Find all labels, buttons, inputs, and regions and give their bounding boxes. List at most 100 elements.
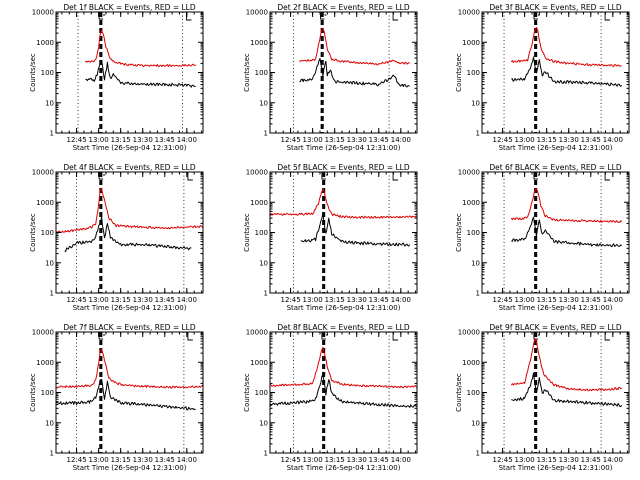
events-series-line [299,58,410,88]
x-tick-label: 13:45 [369,296,389,304]
chart-panel-4: 1 10 100 1000 10000 12:45 13:00 13:15 13:30 13:45… [29,163,204,312]
x-tick-label: 14:00 [177,296,197,304]
x-tick-label: 13:00 [303,456,323,464]
chart-title: Det 1f BLACK = Events, RED = LLD [63,3,196,12]
x-tick-label: 13:45 [369,456,389,464]
y-tick-label: 100 [255,69,268,77]
x-tick-label: 13:00 [89,456,109,464]
y-tick-label: 1000 [462,39,480,47]
x-tick-label: 14:00 [391,136,411,144]
x-tick-label: 13:30 [133,136,153,144]
x-tick-label: 13:15 [537,296,557,304]
y-tick-label: 10 [45,419,54,427]
y-tick-label: 1 [264,450,268,458]
y-tick-label: 10000 [32,329,54,337]
lld-series-line [510,188,622,223]
y-tick-label: 10 [471,99,480,107]
lld-series-line [510,26,622,67]
x-axis-label: Start Time (26-Sep-04 12:31:00) [73,144,187,152]
x-tick-label: 13:00 [515,136,535,144]
x-tick-label: 13:45 [581,456,601,464]
x-tick-label: 13:45 [581,296,601,304]
x-tick-label: 13:45 [369,136,389,144]
y-tick-label: 10000 [458,9,480,17]
chart-panel-9: 1 10 100 1000 10000 12:45 13:00 13:15 13:30 13:45… [455,323,630,472]
x-tick-label: 14:00 [391,456,411,464]
y-axis-label: Counts/sec [455,213,463,252]
y-tick-label: 10000 [458,169,480,177]
x-tick-label: 12:45 [280,456,300,464]
y-tick-label: 10000 [32,9,54,17]
chart-panel-5: 1 10 100 1000 10000 12:45 13:00 13:15 13:30 13:45… [243,163,418,312]
x-tick-label: 13:30 [347,136,367,144]
x-tick-label: 12:45 [66,456,86,464]
x-tick-label: 13:15 [325,456,345,464]
y-tick-label: 10000 [246,9,268,17]
x-tick-label: 12:45 [280,136,300,144]
y-tick-label: 10 [45,259,54,267]
x-tick-label: 13:00 [89,136,109,144]
x-tick-label: 13:15 [325,296,345,304]
x-tick-label: 13:15 [111,296,131,304]
lld-series-line [270,188,418,219]
y-axis-label: Counts/sec [243,213,251,252]
y-axis-label: Counts/sec [29,53,37,92]
x-tick-label: 13:30 [133,456,153,464]
interval-marker [604,332,611,341]
x-tick-label: 13:30 [133,296,153,304]
x-tick-label: 13:15 [325,136,345,144]
x-tick-label: 13:00 [89,296,109,304]
chart-title: Det 6f BLACK = Events, RED = LLD [489,163,622,172]
chart-title: Det 3f BLACK = Events, RED = LLD [489,3,622,12]
y-tick-label: 10000 [246,169,268,177]
interval-marker [392,172,399,181]
interval-marker [392,12,399,21]
y-tick-label: 100 [41,69,54,77]
chart-panel-2: 1 10 100 1000 10000 12:45 13:00 13:15 13:30 13:45… [243,3,418,152]
chart-panel-6: 1 10 100 1000 10000 12:45 13:00 13:15 13:30 13:45… [455,163,630,312]
y-tick-label: 10 [471,419,480,427]
y-tick-label: 1000 [250,359,268,367]
interval-marker [187,332,193,341]
y-tick-label: 1000 [462,199,480,207]
x-tick-label: 13:30 [559,136,579,144]
chart-title: Det 9f BLACK = Events, RED = LLD [489,323,622,332]
x-tick-label: 12:45 [492,296,512,304]
interval-marker [604,172,611,181]
y-tick-label: 10 [259,259,268,267]
x-tick-label: 13:00 [515,456,535,464]
x-tick-label: 13:45 [155,136,175,144]
y-tick-label: 1000 [36,359,54,367]
x-tick-label: 13:45 [155,296,175,304]
chart-panel-1: 1 10 100 1000 10000 12:45 13:00 13:15 13:30 13:45… [29,3,204,152]
y-tick-label: 1 [476,450,480,458]
lld-series-line [55,348,204,389]
interval-marker [392,332,399,341]
interval-marker [187,172,193,181]
x-tick-label: 13:15 [537,136,557,144]
x-tick-label: 14:00 [177,136,197,144]
chart-panel-8: 1 10 100 1000 10000 12:45 13:00 13:15 13:30 13:45… [243,323,418,472]
interval-marker [604,12,611,21]
y-tick-label: 100 [255,229,268,237]
interval-marker [533,172,540,180]
x-tick-label: 14:00 [603,296,623,304]
x-tick-label: 13:45 [581,136,601,144]
x-tick-label: 13:00 [303,296,323,304]
y-tick-label: 100 [41,389,54,397]
x-tick-label: 12:45 [492,136,512,144]
chart-title: Det 5f BLACK = Events, RED = LLD [277,163,410,172]
x-tick-label: 14:00 [177,456,197,464]
lld-series-line [510,338,622,392]
x-tick-label: 13:15 [537,456,557,464]
y-tick-label: 1000 [36,199,54,207]
y-axis-label: Counts/sec [455,53,463,92]
x-tick-label: 14:00 [603,136,623,144]
plot-frame [55,171,204,294]
y-tick-label: 1000 [250,199,268,207]
y-tick-label: 10 [45,99,54,107]
y-tick-label: 10 [259,99,268,107]
plot-frame [269,171,418,294]
plot-frame [55,331,204,454]
interval-marker [321,172,328,180]
